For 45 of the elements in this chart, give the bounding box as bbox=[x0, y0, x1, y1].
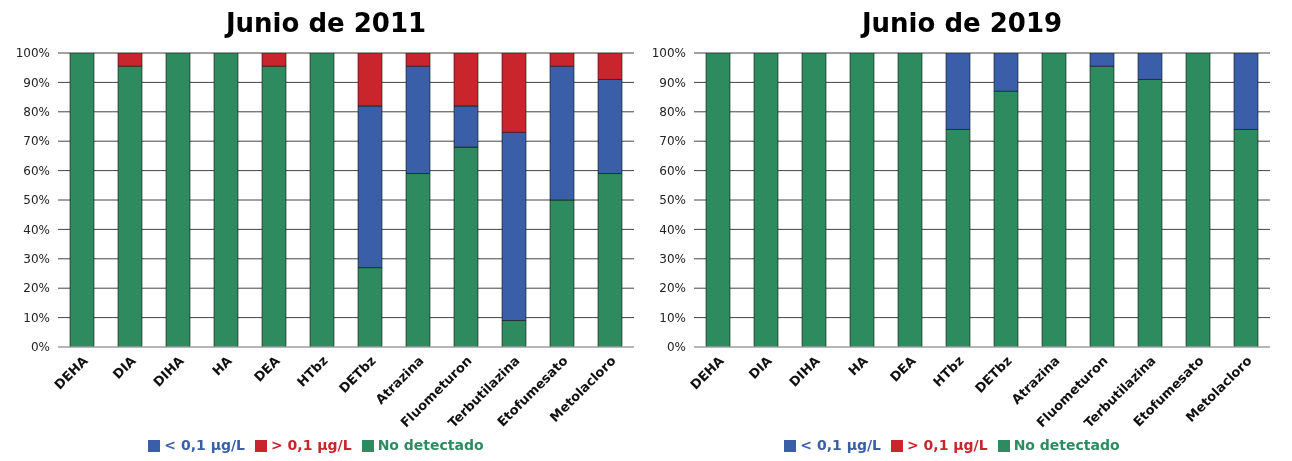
legend-label: No detectado bbox=[377, 437, 484, 453]
legend-label: > 0,1 µg/L bbox=[271, 437, 352, 453]
y-tick-label: 60% bbox=[659, 163, 686, 178]
y-tick-label: 80% bbox=[23, 105, 50, 120]
y-tick-label: 20% bbox=[659, 281, 686, 296]
bar bbox=[705, 53, 731, 347]
y-tick-label: 10% bbox=[659, 310, 686, 325]
y-tick-label: 0% bbox=[30, 340, 50, 355]
y-tick-label: 30% bbox=[23, 252, 50, 267]
bar bbox=[801, 53, 827, 347]
y-tick-label: 30% bbox=[659, 252, 686, 267]
x-tick-label: HA bbox=[845, 353, 871, 379]
bar bbox=[897, 53, 923, 347]
y-tick-label: 100% bbox=[15, 46, 50, 61]
y-tick-label: 20% bbox=[23, 281, 50, 296]
chart-title: Junio de 2011 bbox=[223, 8, 428, 40]
y-tick-label: 70% bbox=[23, 134, 50, 149]
y-tick-label: 40% bbox=[23, 222, 50, 237]
bar bbox=[753, 53, 779, 347]
bar bbox=[213, 53, 239, 347]
y-tick-label: 70% bbox=[659, 134, 686, 149]
y-tick-label: 90% bbox=[23, 75, 50, 90]
bar bbox=[69, 53, 95, 347]
y-tick-label: 100% bbox=[651, 46, 686, 61]
x-tick-label: HA bbox=[209, 353, 235, 379]
legend-label: > 0,1 µg/L bbox=[907, 437, 988, 453]
bar bbox=[165, 53, 191, 347]
x-tick-label: DIA bbox=[745, 353, 775, 382]
y-tick-label: 60% bbox=[23, 163, 50, 178]
bar bbox=[849, 53, 875, 347]
y-tick-label: 40% bbox=[659, 222, 686, 237]
legend-label: < 0,1 µg/L bbox=[800, 437, 881, 453]
bar bbox=[309, 53, 335, 347]
chart-title: Junio de 2019 bbox=[859, 8, 1064, 40]
bar bbox=[1185, 53, 1211, 347]
y-tick-label: 80% bbox=[659, 105, 686, 120]
legend-label: No detectado bbox=[1013, 437, 1120, 453]
y-tick-label: 50% bbox=[659, 193, 686, 208]
y-tick-label: 50% bbox=[23, 193, 50, 208]
legend-label: < 0,1 µg/L bbox=[164, 437, 245, 453]
bar bbox=[1041, 53, 1067, 347]
y-tick-label: 90% bbox=[659, 75, 686, 90]
x-tick-label: DIA bbox=[109, 353, 139, 382]
y-tick-label: 10% bbox=[23, 310, 50, 325]
y-tick-label: 0% bbox=[666, 340, 686, 355]
